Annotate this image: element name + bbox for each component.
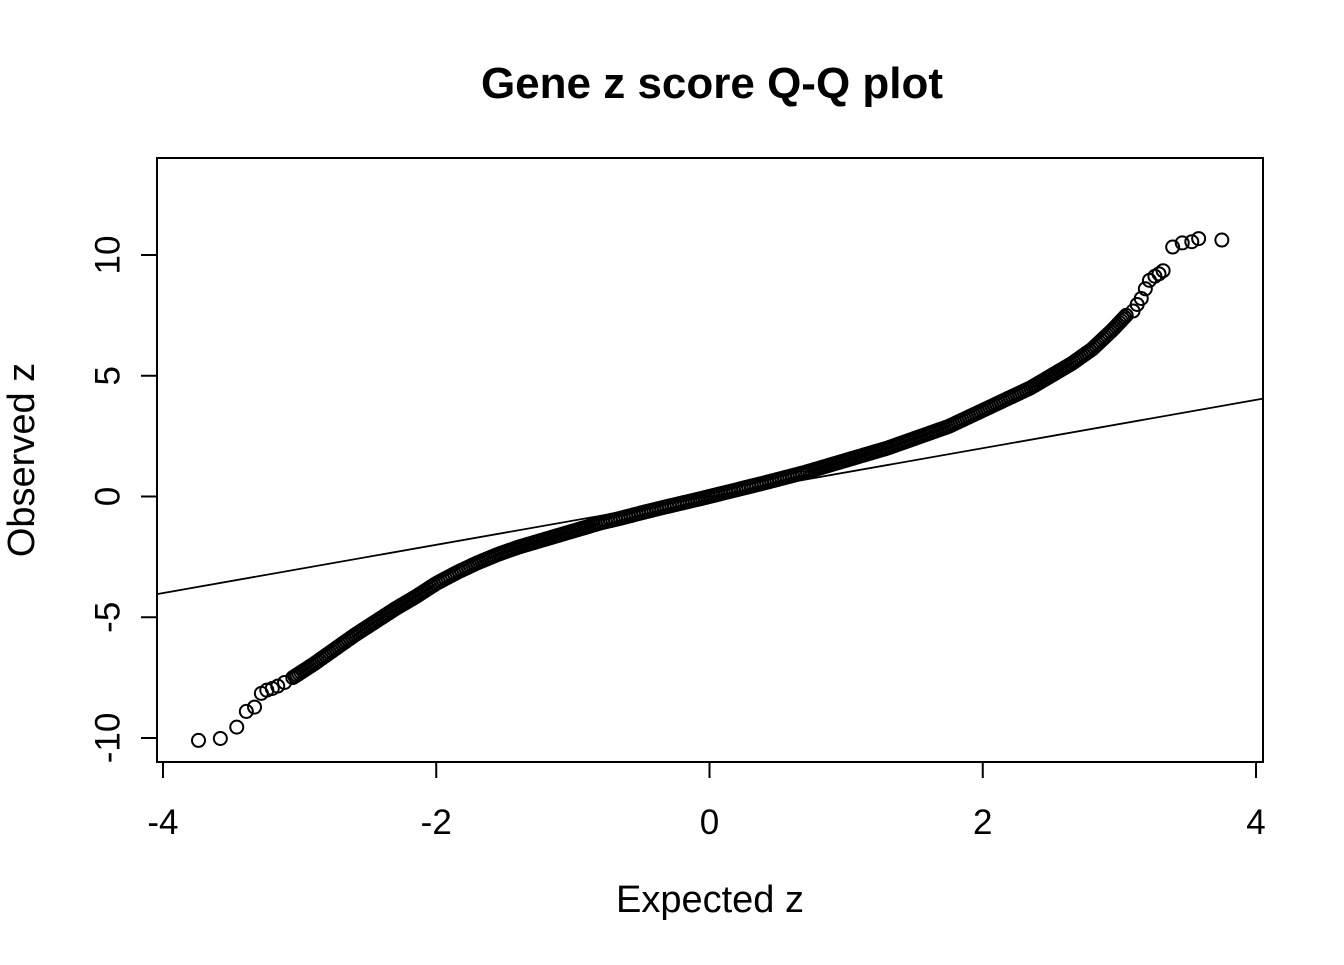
data-point-tail — [238, 703, 254, 719]
y-tick-label: -10 — [89, 713, 128, 764]
y-tick-label: -5 — [89, 602, 128, 633]
data-point-tail — [1184, 234, 1200, 250]
x-tick-label: 2 — [973, 803, 992, 842]
data-point-tail — [277, 674, 293, 690]
y-axis-label: Observed z — [1, 363, 43, 557]
chart-title: Gene z score Q-Q plot — [481, 59, 943, 108]
data-point — [1115, 311, 1131, 327]
y-tick-label: 0 — [89, 487, 128, 506]
x-tick-label: -4 — [147, 803, 178, 842]
data-point-tail — [1155, 263, 1171, 279]
y-tick-label: 5 — [89, 366, 128, 385]
data-point-tail — [1133, 290, 1149, 306]
x-axis-label: Expected z — [616, 879, 804, 921]
data-point-tail — [212, 730, 228, 746]
x-tick-label: -2 — [421, 803, 452, 842]
data-point-tail — [1174, 235, 1190, 251]
data-point-tail — [1137, 281, 1153, 297]
x-tick-label: 0 — [700, 803, 719, 842]
plot-box — [156, 157, 1264, 763]
data-point-tail — [1165, 239, 1181, 255]
data-point-tail — [247, 699, 263, 715]
data-point-tail — [191, 732, 207, 748]
y-tick-label: 10 — [89, 236, 128, 275]
x-tick-label: 4 — [1246, 803, 1265, 842]
plot-area: -4 -2 0 2 4 -10 -5 0 5 10 — [89, 157, 1266, 842]
data-point-tail — [1151, 266, 1167, 282]
data-point-tail — [1214, 232, 1230, 248]
data-point-tail — [1191, 231, 1207, 247]
data-point-tail — [229, 719, 245, 735]
